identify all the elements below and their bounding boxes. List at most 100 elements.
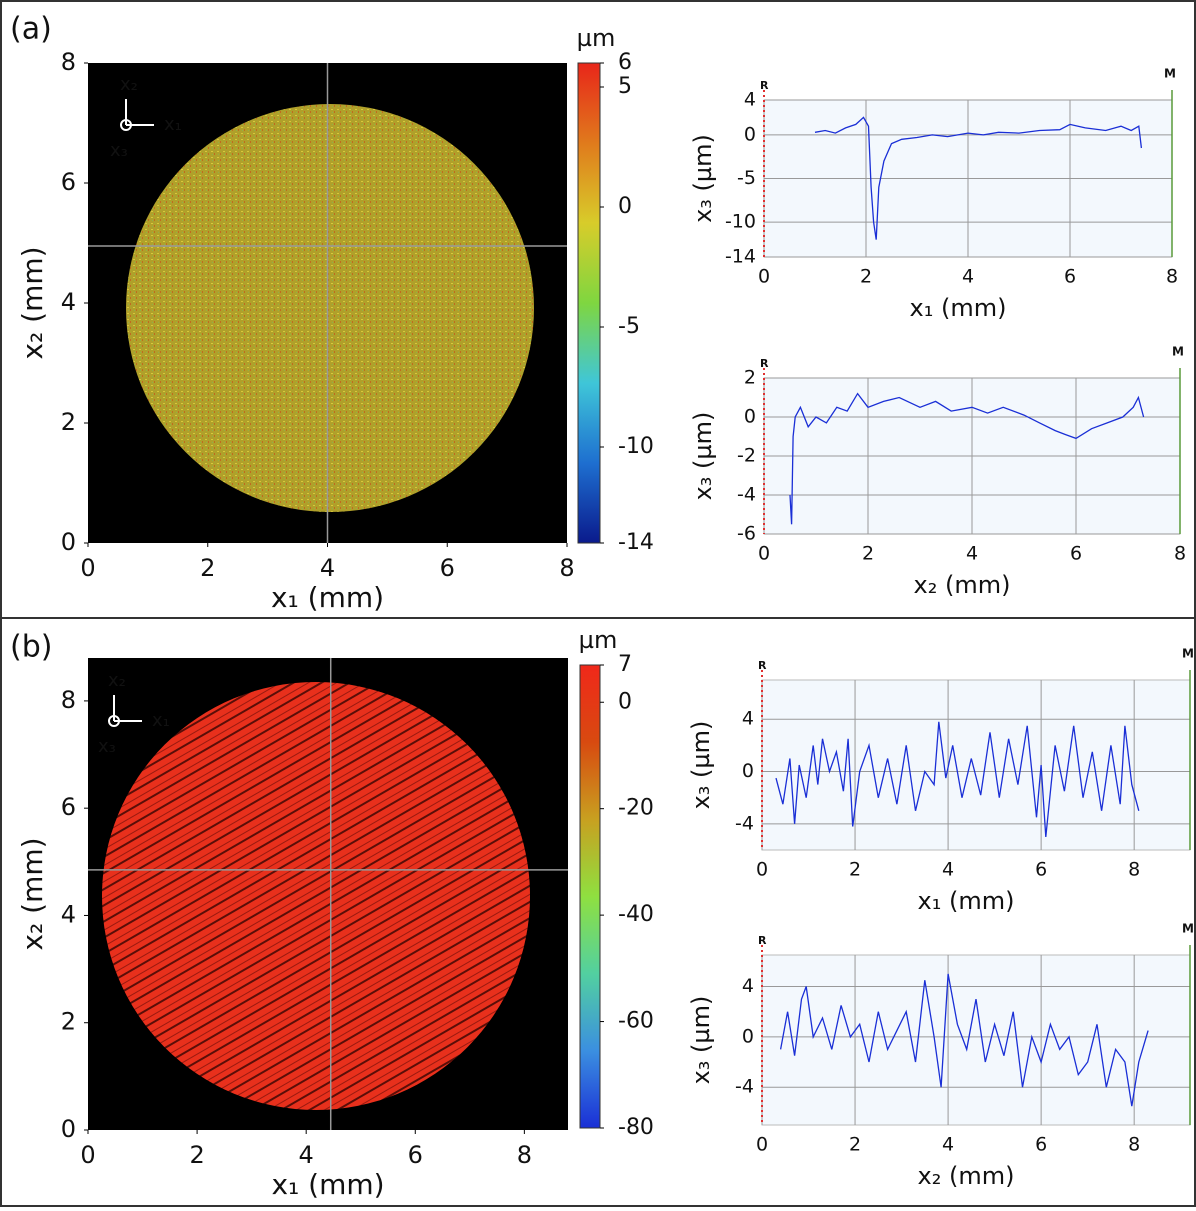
y-tick-label: -14 [725,246,756,268]
x-tick-label: 6 [1035,859,1047,881]
colorbar-tick-label: -20 [618,796,654,821]
y-tick-label: 0 [742,760,754,782]
x-tick-label: 2 [189,1141,204,1169]
axis-icon-label: x₂ [108,670,126,691]
x-tick-label: 2 [849,1134,861,1156]
y-axis-label: x₂ (mm) [16,837,49,950]
x-tick-label: 6 [440,554,455,582]
corner-mark: R [760,79,769,92]
x-tick-label: 6 [1035,1134,1047,1156]
corner-mark: M [1172,345,1184,359]
y-tick-label: 4 [744,89,756,111]
profile-line [789,392,1145,525]
y-tick-label: 4 [742,975,754,997]
x-tick-label: 8 [517,1141,532,1169]
y-axis-label: x₃ (µm) [687,721,715,810]
y-tick-label: 2 [61,1008,76,1036]
x-tick-label: 6 [1070,543,1082,565]
x-axis-label: x₁ (mm) [910,294,1007,322]
corner-mark: M [1182,647,1194,661]
colorbar-tick-label: 0 [618,689,632,714]
y-tick-label: -4 [735,1076,754,1098]
x-tick-label: 0 [758,543,770,565]
x-axis-label: x₁ (mm) [271,1168,384,1201]
colorbar-label: µm [579,626,618,654]
axis-out [108,715,120,727]
y-tick-label: 0 [61,528,76,556]
colorbar-label: µm [577,24,616,52]
y-tick-label: -5 [737,167,756,189]
y-tick-label: 4 [742,708,754,730]
x-tick-label: 6 [408,1141,423,1169]
x-tick-label: 2 [860,266,872,288]
colorbar-tick-label: -14 [618,530,654,555]
x-axis-label: x₁ (mm) [918,887,1015,915]
x-axis-label: x₁ (mm) [271,581,384,614]
profile-line [779,973,1149,1107]
corner-mark: R [758,659,767,672]
x-tick-label: 0 [80,554,95,582]
corner-mark: R [758,934,767,947]
axis-icon-label: x₃ [110,140,128,161]
axis-icon-label: x₁ [152,710,170,731]
axis-icon-label: x₃ [98,736,116,757]
y-tick-label: 2 [61,408,76,436]
corner-mark: M [1164,67,1176,81]
y-tick-label: 6 [61,793,76,821]
x-tick-label: 4 [942,859,954,881]
y-tick-label: 4 [61,288,76,316]
axis-icon-label: x₁ [164,114,182,135]
y-tick-label: 8 [61,686,76,714]
colorbar [579,664,601,1129]
panel-label: (a) [10,12,52,47]
y-tick-label: -4 [735,812,754,834]
x-tick-label: 4 [299,1141,314,1169]
x-tick-label: 0 [758,266,770,288]
x-tick-label: 8 [1166,266,1178,288]
colorbar [577,62,601,544]
y-tick-label: 0 [742,1025,754,1047]
y-axis-label: x₃ (µm) [687,996,715,1085]
y-axis-label: x₃ (µm) [689,412,717,501]
profile-line [775,721,1140,837]
y-tick-label: -4 [737,484,756,506]
colorbar-tick-label: -5 [618,314,640,339]
axis-out [120,119,132,131]
x-tick-label: 8 [559,554,574,582]
y-tick-label: 0 [61,1115,76,1143]
y-tick-label: -10 [725,211,756,233]
y-axis-label: x₃ (µm) [689,134,717,223]
colorbar-tick-label: -80 [618,1115,654,1140]
x-tick-label: 6 [1064,266,1076,288]
y-tick-label: 0 [744,406,756,428]
x-tick-label: 2 [862,543,874,565]
plot-area [761,954,1191,1126]
x-tick-label: 0 [80,1141,95,1169]
y-axis-label: x₂ (mm) [16,246,49,359]
height-map [126,104,534,512]
panel-label: (b) [10,630,52,665]
x-tick-label: 4 [962,266,974,288]
corner-mark: M [1182,922,1194,936]
y-tick-label: 0 [744,123,756,145]
x-tick-label: 2 [849,859,861,881]
x-axis-label: x₂ (mm) [918,1162,1015,1190]
height-map [102,682,530,1110]
x-tick-label: 4 [320,554,335,582]
x-tick-label: 2 [200,554,215,582]
x-tick-label: 4 [966,543,978,565]
y-tick-label: 4 [61,900,76,928]
colorbar-tick-label: -40 [618,902,654,927]
axis-icon-label: x₂ [120,74,138,95]
colorbar-tick-label: 7 [618,652,632,677]
y-tick-label: -6 [737,523,756,545]
y-tick-label: 6 [61,168,76,196]
x-tick-label: 8 [1174,543,1186,565]
x-tick-label: 8 [1128,859,1140,881]
y-tick-label: 8 [61,48,76,76]
x-tick-label: 0 [756,859,768,881]
plot-area [761,679,1191,851]
x-tick-label: 0 [756,1134,768,1156]
